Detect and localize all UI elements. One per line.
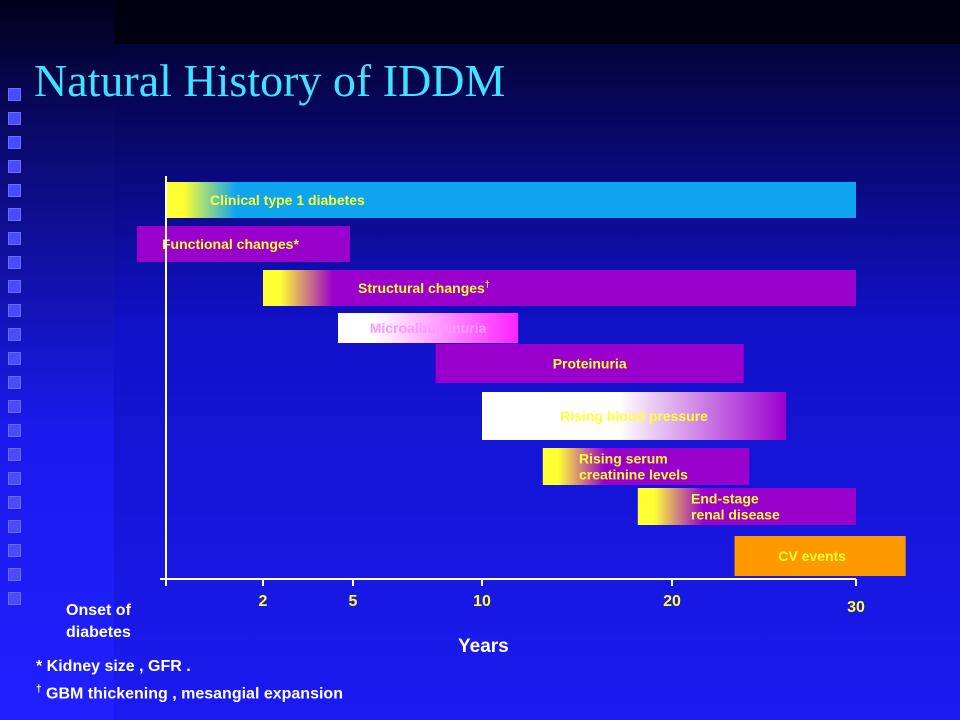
decorative-square: [8, 232, 21, 245]
bar-rising-serum-creatinine-levels: [542, 448, 750, 485]
decorative-square: [8, 520, 21, 533]
decorative-square: [8, 256, 21, 269]
decorative-square: [8, 136, 21, 149]
bar-label: Structural changes†: [358, 279, 490, 296]
bar-functional-changes: [136, 226, 350, 262]
bar-structural-changes: [263, 270, 856, 306]
decorative-square: [8, 280, 21, 293]
decorative-square: [8, 496, 21, 509]
decorative-square: [8, 304, 21, 317]
footnote-gbm-text: GBM thickening , mesangial expansion: [41, 685, 343, 703]
onset-of-diabetes-label: Onset of diabetes: [66, 602, 131, 641]
decorative-square: [8, 328, 21, 341]
decorative-square: [8, 472, 21, 485]
decorative-square: [8, 448, 21, 461]
x-tick-label: 5: [349, 593, 358, 610]
footnote-kidney: * Kidney size , GFR .: [36, 658, 191, 675]
bar-end-stage-renal-disease: [637, 488, 856, 525]
bar-cv-events: [734, 536, 906, 576]
bar-label: Rising blood pressure: [560, 408, 708, 424]
bar-label: Proteinuria: [553, 356, 627, 372]
decorative-square: [8, 352, 21, 365]
decorative-square: [8, 376, 21, 389]
decorative-square: [8, 544, 21, 557]
bar-proteinuria: [435, 344, 744, 383]
decorative-square: [8, 184, 21, 197]
decorative-square: [8, 592, 21, 605]
bar-label: CV events: [778, 548, 846, 564]
decorative-square: [8, 88, 21, 101]
decorative-square: [8, 208, 21, 221]
bar-label: Clinical type 1 diabetes: [210, 192, 365, 208]
x-tick-label: 20: [663, 593, 681, 610]
bar-rising-blood-pressure: [482, 392, 787, 440]
decorative-square: [8, 568, 21, 581]
bar-clinical-type-1-diabetes: [166, 182, 856, 218]
decorative-square: [8, 400, 21, 413]
bar-microalbuminuria: [338, 313, 519, 343]
x-tick-label: 2: [259, 593, 268, 610]
x-axis-title: Years: [458, 636, 509, 657]
bar-label: Functional changes*: [162, 236, 299, 252]
bar-label: End-stage renal disease: [691, 491, 780, 523]
decorative-square: [8, 160, 21, 173]
x-tick-label: 30: [847, 599, 865, 616]
decorative-square: [8, 424, 21, 437]
dagger-symbol: †: [36, 684, 42, 695]
top-dark-band: [114, 0, 960, 44]
x-tick-label: 10: [473, 593, 491, 610]
decorative-squares: [8, 88, 22, 616]
footnote-gbm: † GBM thickening , mesangial expansion: [36, 684, 343, 703]
bar-label: Rising serum creatinine levels: [579, 451, 688, 483]
left-decorative-strip: [0, 0, 114, 720]
bar-label: Microalbuminuria: [370, 320, 487, 336]
slide-title: Natural History of IDDM: [34, 55, 506, 106]
decorative-square: [8, 112, 21, 125]
